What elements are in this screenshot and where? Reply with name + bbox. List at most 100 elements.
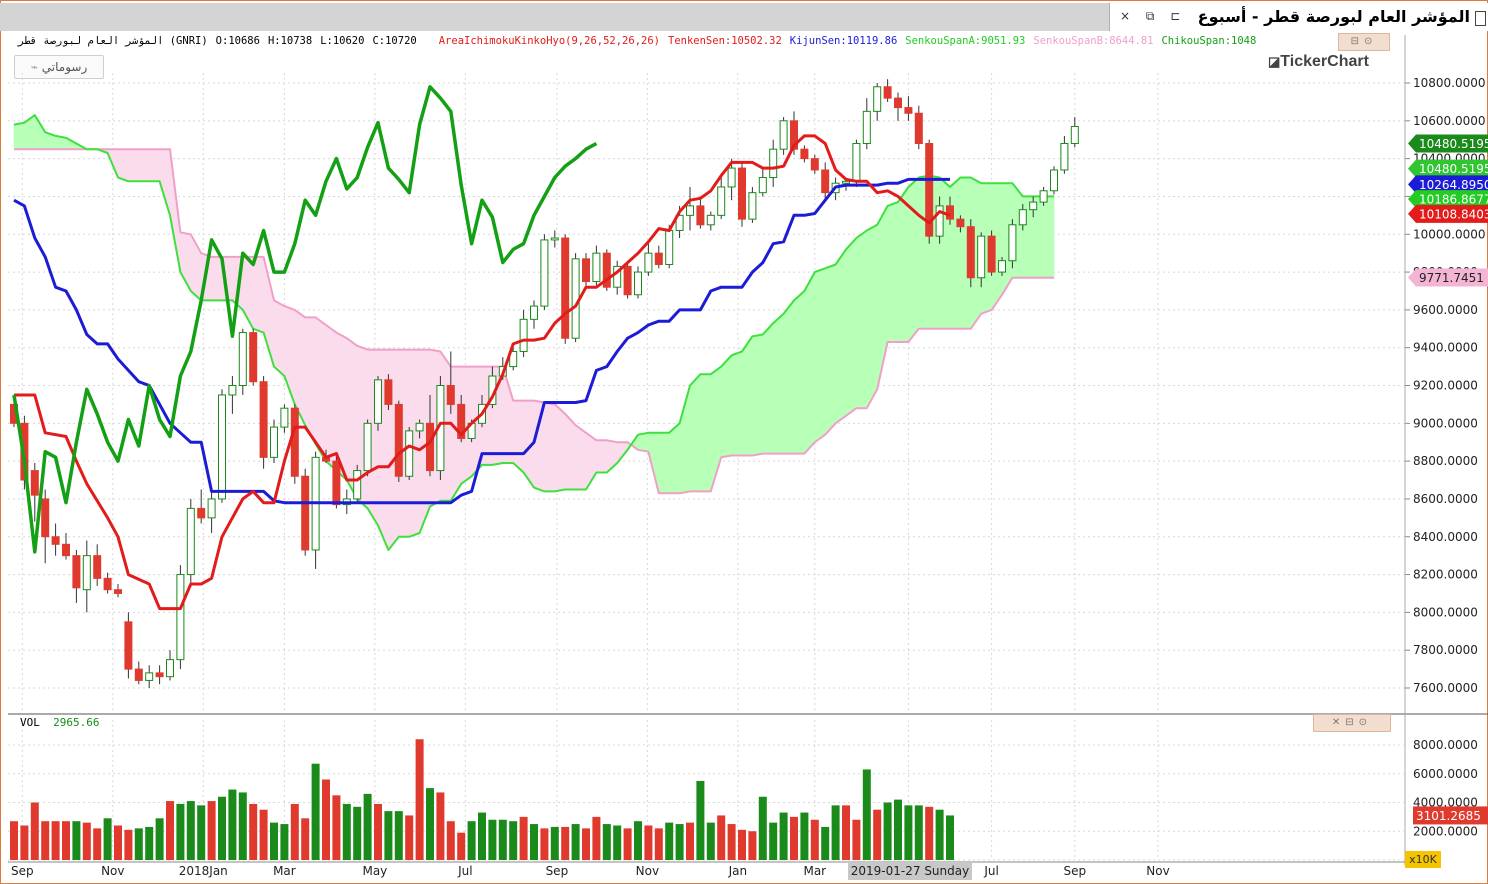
kijun-value: KijunSen:10119.86	[789, 35, 898, 47]
volume-bar	[779, 812, 788, 860]
volume-bar	[353, 806, 362, 860]
price-label-bg	[1408, 190, 1488, 209]
y-tick-label: 8200.0000	[1413, 568, 1478, 582]
candle-body	[363, 422, 372, 472]
cloud-segment	[783, 299, 795, 454]
volume-bar	[654, 828, 663, 860]
candle-body	[270, 426, 278, 458]
candle-body	[1060, 143, 1069, 171]
window-title: المؤشر العام لبورصة قطر - أسبوع	[1197, 7, 1470, 26]
cloud-segment	[793, 290, 805, 454]
candle-body	[706, 214, 715, 226]
volume-label: VOL 2965.66	[20, 716, 99, 729]
candle-body	[1029, 201, 1038, 211]
candle-body	[738, 167, 746, 220]
volume-bar	[758, 796, 767, 860]
volume-bar	[218, 796, 226, 860]
volume-tick-label: 4000.0000	[1413, 796, 1478, 810]
price-label-bg	[1408, 175, 1488, 194]
price-label-bg	[1408, 268, 1488, 287]
volume-bar	[41, 821, 50, 860]
cloud-segment	[554, 403, 566, 492]
x-tick-label: May	[362, 864, 387, 878]
candle-body	[883, 86, 892, 99]
cloud-segment	[34, 114, 46, 150]
x-tick-label: 2018Jan	[179, 864, 228, 878]
volume-bar	[530, 824, 538, 860]
candle-body	[540, 239, 549, 307]
volume-price-label: 3101.2685	[1416, 809, 1481, 823]
y-tick-label: 10800.0000	[1413, 76, 1486, 90]
symbol-name: المؤشر العام لبورصة قطر (GNRI)	[18, 35, 208, 47]
candle-body	[686, 205, 694, 216]
price-label-text: 10186.8677	[1419, 193, 1488, 207]
y-tick-label: 8400.0000	[1413, 530, 1478, 544]
drawings-icon: ⌁	[30, 60, 42, 74]
cloud-segment	[24, 114, 36, 150]
title-checkbox[interactable]	[1475, 11, 1486, 26]
volume-bar	[790, 816, 798, 860]
cloud-segment	[720, 354, 732, 458]
volume-bar	[72, 821, 81, 860]
volume-bar	[738, 829, 746, 860]
candle-body	[280, 407, 289, 428]
cloud-segment	[908, 176, 920, 343]
volume-bar	[842, 805, 850, 860]
candle-body	[623, 265, 632, 296]
indicator-name[interactable]: AreaIchimokuKinkoHyo(9,26,52,26,26)	[438, 35, 660, 47]
volume-bar	[124, 829, 133, 860]
candle-body	[842, 180, 850, 184]
volume-panel-controls[interactable]: ✕⊟⊙	[1313, 714, 1391, 732]
volume-bar	[249, 803, 258, 860]
x-tick-label: Jan	[728, 864, 748, 878]
volume-bar	[644, 825, 653, 860]
brand-logo: ◪TickerChart	[1268, 53, 1369, 71]
candle-body	[228, 385, 237, 396]
x-tick-label: Nov	[636, 864, 659, 878]
volume-bar	[103, 818, 112, 860]
candle-body	[457, 403, 466, 439]
candle-body	[1008, 224, 1017, 262]
volume-bar	[176, 803, 185, 860]
volume-bar	[363, 793, 372, 860]
volume-bar	[426, 788, 434, 860]
chikou-span-line	[12, 85, 598, 554]
volume-bar	[20, 825, 29, 860]
candle-body	[114, 589, 122, 594]
candle-body	[207, 498, 216, 519]
cloud-segment	[939, 176, 951, 330]
candle-body	[290, 407, 299, 477]
volume-bar	[30, 802, 39, 860]
my-drawings-button[interactable]: ⌁ رسوماتي	[14, 55, 104, 79]
window-controls[interactable]: × ⧉ ⊏	[1120, 9, 1187, 23]
candle-body	[852, 143, 861, 182]
volume-bar	[613, 825, 622, 860]
price-label-text: 10108.8403	[1419, 207, 1488, 221]
volume-bar	[550, 826, 559, 860]
price-label-text: 10480.5195	[1419, 137, 1488, 151]
candle-body	[301, 475, 310, 551]
volume-bar	[592, 816, 601, 860]
candle-body	[426, 422, 434, 472]
price-label-bg	[1408, 204, 1488, 223]
candle-body	[519, 318, 528, 352]
cloud-segment	[325, 324, 337, 472]
info-line: المؤشر العام لبورصة قطر (GNRI) O:10686 H:1…	[18, 35, 1264, 47]
volume-bar	[155, 818, 164, 860]
volume-bar	[935, 809, 944, 860]
brand-text: TickerChart	[1280, 53, 1369, 70]
cloud-segment	[637, 432, 649, 453]
candle-body	[103, 577, 112, 591]
candle-body	[1018, 209, 1027, 226]
price-label-text: 10480.5195	[1419, 162, 1488, 176]
scale-badge[interactable]: x10K	[1405, 851, 1441, 868]
candle-body	[654, 252, 663, 265]
volume-bar	[166, 801, 174, 860]
volume-name: VOL	[20, 716, 40, 729]
volume-bar	[634, 821, 642, 860]
volume-bar	[914, 805, 923, 860]
indicator-panel-controls[interactable]: ⊟⊙	[1338, 33, 1390, 51]
cloud-segment	[159, 148, 171, 216]
volume-bar	[925, 806, 934, 860]
